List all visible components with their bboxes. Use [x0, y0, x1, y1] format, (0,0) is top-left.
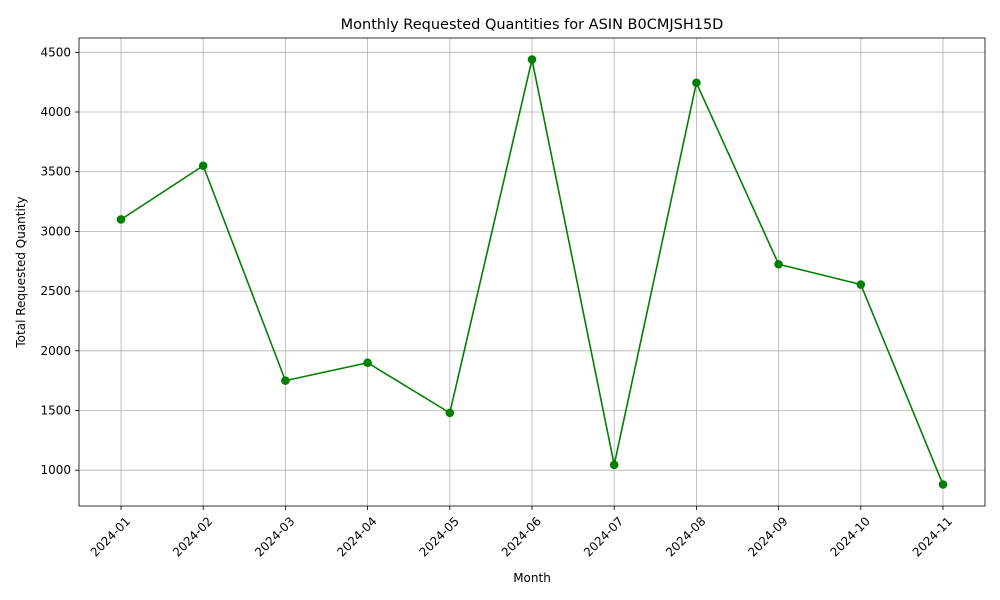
- x-tick-label: 2024-05: [417, 514, 462, 559]
- y-axis: 1000 1500 2000 2500 3000 3500 4000 4500: [40, 45, 79, 477]
- x-tick-label: 2024-09: [745, 514, 790, 559]
- x-tick-label: 2024-02: [170, 514, 215, 559]
- data-point: [281, 376, 290, 385]
- x-tick-label: 2024-01: [88, 514, 133, 559]
- data-point: [116, 215, 126, 224]
- y-axis-label: Total Requested Quantity: [14, 196, 28, 348]
- y-tick-label: 1000: [40, 463, 71, 477]
- data-point: [198, 161, 208, 171]
- x-tick-label: 2024-04: [334, 514, 379, 559]
- grid: [79, 38, 985, 506]
- x-tick-label: 2024-07: [581, 514, 626, 559]
- data-point: [445, 408, 455, 418]
- y-tick-label: 2000: [40, 344, 71, 358]
- chart-title: Monthly Requested Quantities for ASIN B0…: [341, 17, 724, 33]
- y-tick-label: 3500: [40, 165, 71, 179]
- x-axis-label: Month: [513, 571, 551, 585]
- data-point: [363, 358, 372, 368]
- series-layer: [116, 55, 948, 489]
- data-point: [856, 280, 866, 289]
- y-tick-label: 3000: [40, 224, 71, 238]
- y-tick-label: 1500: [40, 403, 71, 417]
- data-point: [938, 480, 948, 489]
- data-point: [609, 460, 619, 470]
- x-tick-label: 2024-08: [663, 514, 708, 559]
- data-point: [527, 55, 537, 64]
- x-tick-label: 2024-11: [910, 514, 955, 559]
- data-point: [774, 259, 783, 269]
- y-tick-label: 4000: [40, 105, 71, 119]
- data-point: [692, 78, 701, 88]
- y-tick-label: 4500: [40, 45, 71, 59]
- x-tick-label: 2024-03: [252, 514, 297, 559]
- y-tick-label: 2500: [40, 284, 71, 298]
- x-axis: 2024-01 2024-02 2024-03 2024-04 2024-05 2024-…: [88, 506, 955, 560]
- x-tick-label: 2024-10: [828, 514, 873, 559]
- x-tick-label: 2024-06: [499, 514, 544, 559]
